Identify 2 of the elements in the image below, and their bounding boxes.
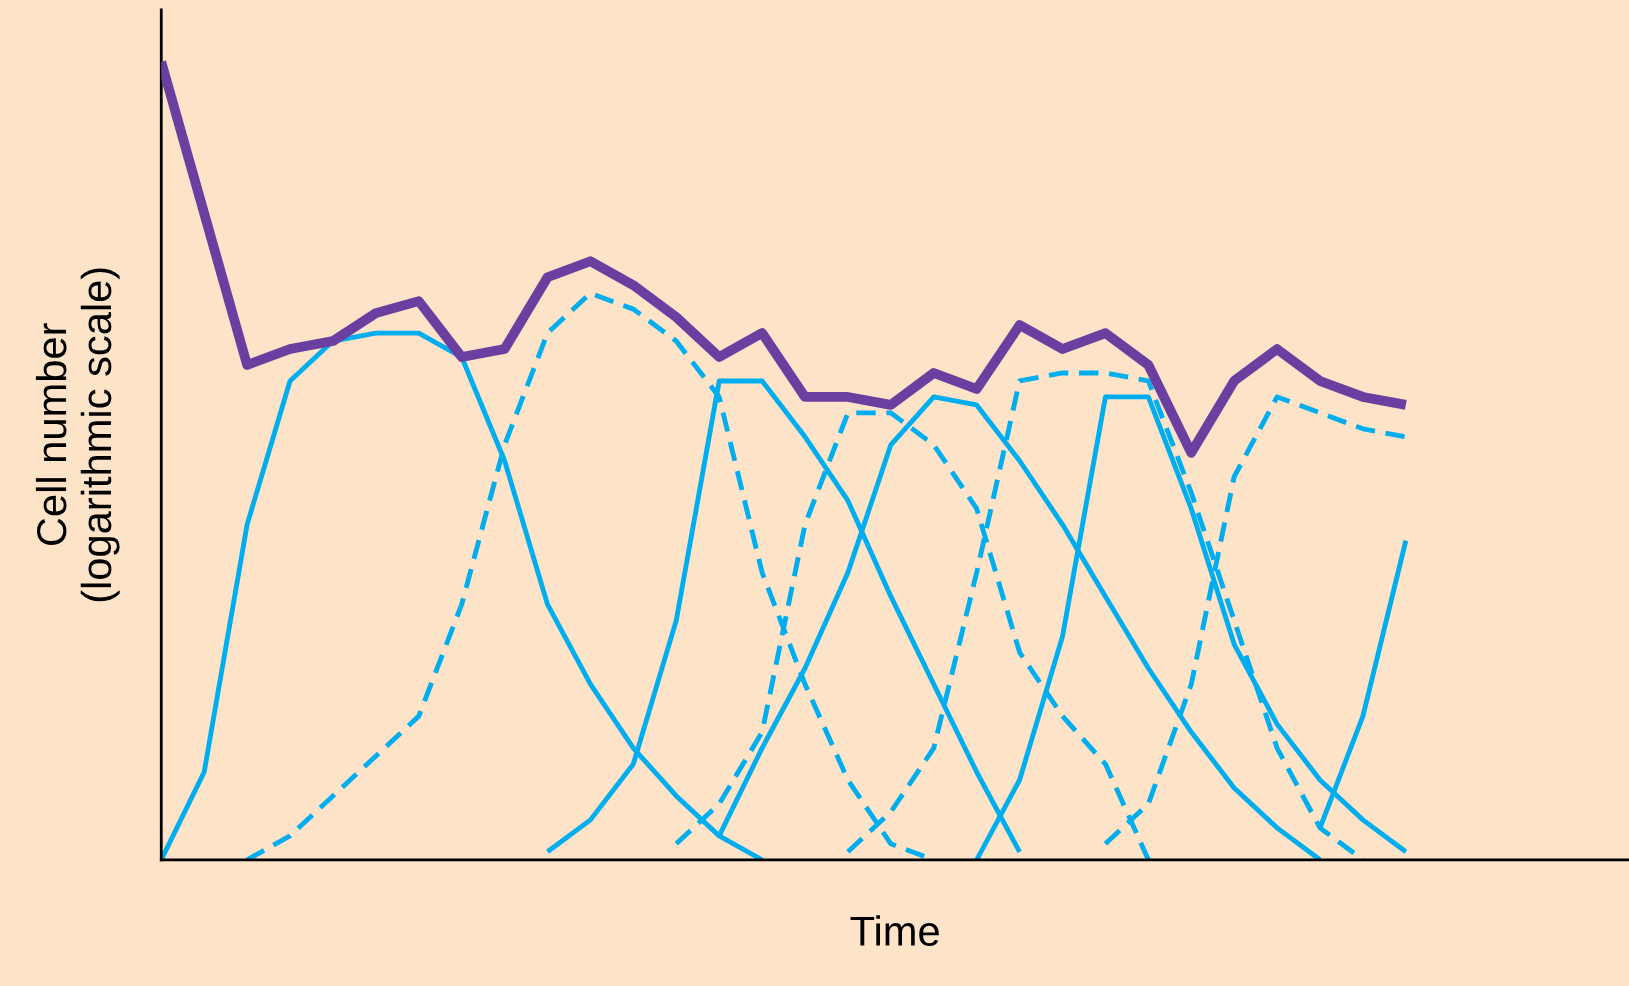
x-axis-title: Time [850, 915, 939, 946]
y-axis-title: Cell number (logarithmic scale) [35, 268, 120, 602]
